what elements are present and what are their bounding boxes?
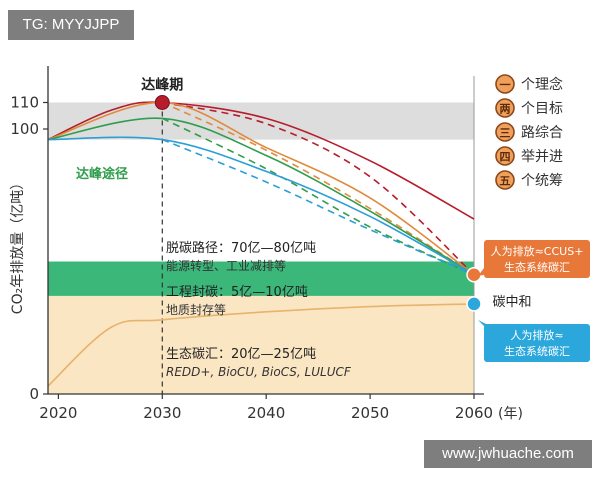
axes-layer: 2020 2030 2040 2050 2060 (年) 0 100 110 CO₂年排放量（亿吨…: [10, 66, 523, 422]
y-tick-label: 0: [29, 385, 39, 403]
peak-marker: [154, 95, 170, 110]
band-ecological: [48, 295, 474, 394]
watermark-top: TG: MYYJJPP: [8, 10, 134, 40]
legend-item-label: 举并进: [521, 149, 563, 165]
ecological-subtitle: REDD+, BioCU, BioCS, LULUCF: [166, 365, 352, 379]
x-axis-title: (年): [498, 406, 523, 422]
ecological-title: 生态碳汇：20亿—25亿吨: [166, 347, 316, 362]
series-line-5: [161, 117, 475, 276]
endpoint-box-lower: [484, 324, 590, 362]
pathway-subtitle: 能源转型、工业减排等: [166, 258, 286, 273]
series-line-8: [47, 303, 475, 387]
endpoint-box-upper-pointer: [478, 268, 488, 276]
legend-badge-2: [495, 122, 515, 142]
legend-badge-text: 四: [500, 151, 511, 164]
engineering-subtitle: 地质封存等: [166, 303, 226, 317]
series-line-4: [47, 117, 475, 276]
legend-badge-3: [495, 146, 515, 166]
series-line-2: [47, 101, 475, 276]
pathway-title: 脱碳路径：70亿—80亿吨: [166, 240, 316, 256]
engineering-title: 工程封碳：5亿—10亿吨: [166, 285, 308, 300]
series-line-3: [161, 101, 475, 276]
endpoint-box-upper: [484, 240, 590, 278]
x-tick-label: 2030: [143, 404, 181, 422]
band-peak-range: [48, 102, 474, 140]
legend-item-label: 个统筹: [521, 172, 563, 189]
legend-badge-4: [495, 170, 515, 190]
y-axis-title: CO₂年排放量（亿吨）: [10, 176, 26, 314]
x-tick-label: 2050: [351, 404, 389, 422]
watermark-bottom: www.jwhuache.com: [424, 440, 592, 468]
endpoint-box-upper-line: 人为排放≈CCUS+: [491, 244, 584, 258]
band-engineering: [48, 261, 474, 296]
legend-badge-1: [495, 98, 515, 118]
endpoint-box-lower-line: 人为排放≈: [510, 328, 563, 342]
series-line-7: [161, 138, 475, 276]
y-tick-label: 100: [10, 120, 39, 138]
neutral-label: 碳中和: [492, 295, 531, 310]
endpoint-box-lower-line: 生态系统碳汇: [504, 344, 570, 358]
x-tick-label: 2020: [39, 404, 77, 422]
series-line-6: [47, 136, 475, 276]
endpoint-box-upper-line: 生态系统碳汇: [504, 260, 570, 274]
series-line-0: [47, 101, 475, 220]
y-tick-label: 110: [10, 94, 39, 112]
grid-layer: [161, 76, 475, 394]
x-tick-label: 2040: [247, 404, 285, 422]
legend-badge-text: 五: [500, 175, 511, 188]
series-layer: [47, 95, 482, 387]
x-tick-label: 2060: [455, 404, 493, 422]
legend-item-label: 路综合: [521, 125, 563, 141]
legend-item-label: 个理念: [521, 76, 563, 93]
legend-badge-0: [495, 74, 515, 94]
legend: 一个理念两 个目标三 路综合四 举并进五 个统筹: [495, 74, 563, 190]
legend-item-label: 个目标: [521, 101, 563, 117]
endpoint-marker-1: [466, 296, 482, 312]
series-line-1: [162, 101, 475, 276]
endpoint-marker-0: [466, 267, 482, 283]
pathway-label: 达峰途径: [76, 166, 128, 182]
endpoint-box-lower-pointer: [478, 320, 490, 326]
legend-badge-text: 两: [500, 103, 511, 116]
legend-badge-text: 一: [500, 79, 511, 92]
peak-label: 达峰期: [141, 77, 183, 94]
annotation-layer: 达峰期达峰途径脱碳路径：70亿—80亿吨能源转型、工业减排等工程封碳：5亿—10…: [76, 77, 590, 379]
legend-badge-text: 三: [500, 127, 511, 140]
